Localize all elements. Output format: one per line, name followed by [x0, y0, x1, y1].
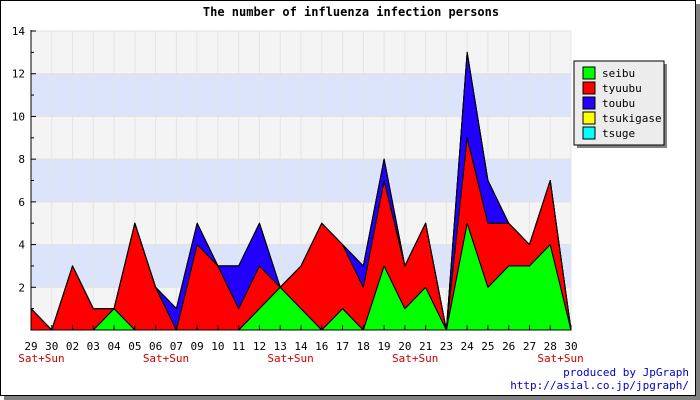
- x-tick-label: 16: [315, 340, 328, 353]
- x-tick-label: 13: [274, 340, 287, 353]
- x-tick-label: 23: [440, 340, 453, 353]
- y-tick-label: 10: [12, 110, 25, 123]
- legend: seibu tyuubu toubu tsukigase tsuge: [573, 60, 667, 148]
- x-tick-label: 12: [253, 340, 266, 353]
- x-tick-label: 02: [66, 340, 79, 353]
- x-tick-label: 29: [24, 340, 37, 353]
- influenza-area-chart: The number of influenza infection person…: [12, 5, 689, 392]
- x-tick-label: 18: [357, 340, 370, 353]
- legend-swatch-seibu: [582, 66, 596, 80]
- x-tick-label: 28: [544, 340, 557, 353]
- x-tick-label: 11: [232, 340, 245, 353]
- x-tick-label: 24: [461, 340, 475, 353]
- y-tick-label: 14: [12, 25, 26, 38]
- x-tick-label: 21: [419, 340, 432, 353]
- x-tick-label: 25: [481, 340, 494, 353]
- x-tick-label: 10: [211, 340, 224, 353]
- x-tick-label: 09: [191, 340, 204, 353]
- legend-label-toubu: toubu: [602, 97, 635, 110]
- x-tick-label: 26: [502, 340, 515, 353]
- weekend-label: Sat+Sun: [537, 352, 583, 365]
- x-axis: 29 30 02 03 04 05 06 07 09 10 11 12 13 14 16 17 18 19 20 21…: [18, 325, 584, 365]
- x-tick-label: 27: [523, 340, 536, 353]
- legend-swatch-toubu: [582, 96, 596, 110]
- weekend-label: Sat+Sun: [18, 352, 64, 365]
- x-tick-label: 30: [45, 340, 58, 353]
- x-tick-label: 19: [377, 340, 390, 353]
- credit-line-1: produced by JpGraph: [563, 366, 689, 379]
- credit-line-2: http://asial.co.jp/jpgraph/: [510, 379, 689, 392]
- weekend-label: Sat+Sun: [267, 352, 313, 365]
- weekend-label: Sat+Sun: [392, 352, 438, 365]
- legend-swatch-tyuubu: [582, 81, 596, 95]
- x-tick-label: 06: [149, 340, 162, 353]
- chart-title: The number of influenza infection person…: [203, 5, 499, 19]
- weekend-label: Sat+Sun: [143, 352, 189, 365]
- x-tick-label: 14: [294, 340, 308, 353]
- legend-swatch-tsukigase: [582, 111, 596, 125]
- y-tick-label: 4: [18, 239, 25, 252]
- legend-label-tsukigase: tsukigase: [602, 112, 662, 125]
- y-axis: 2 4 6 8 10 12 14: [12, 25, 36, 330]
- legend-label-tyuubu: tyuubu: [602, 82, 642, 95]
- y-tick-label: 8: [18, 153, 25, 166]
- legend-label-tsuge: tsuge: [602, 127, 635, 140]
- x-tick-label: 04: [107, 340, 121, 353]
- x-tick-label: 30: [564, 340, 577, 353]
- x-tick-label: 20: [398, 340, 411, 353]
- x-tick-label: 17: [336, 340, 349, 353]
- y-tick-label: 2: [18, 281, 25, 294]
- x-tick-label: 07: [170, 340, 183, 353]
- x-tick-label: 05: [128, 340, 141, 353]
- x-tick-label: 03: [87, 340, 100, 353]
- y-tick-label: 12: [12, 68, 25, 81]
- y-tick-label: 6: [18, 196, 25, 209]
- legend-swatch-tsuge: [582, 126, 596, 140]
- legend-label-seibu: seibu: [602, 67, 635, 80]
